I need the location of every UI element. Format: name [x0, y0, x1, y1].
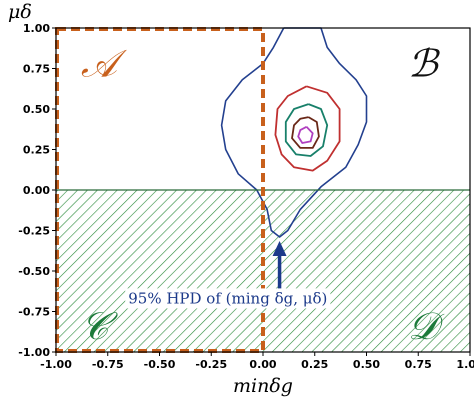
contour-lines: [220, 27, 368, 238]
y-tick-label: -0.50: [18, 265, 50, 278]
y-tick-label: -0.75: [18, 306, 50, 319]
region-a-dashed-box: [55, 27, 265, 353]
contour-line-5: [297, 126, 314, 144]
region-label-b: ℬ: [408, 42, 441, 86]
y-tick-label: 1.00: [23, 22, 50, 35]
x-tick-label: 1.00: [456, 358, 474, 371]
annotation-background: [125, 288, 331, 309]
x-tick-label: 0.00: [249, 358, 276, 371]
contour-line-3: [284, 103, 329, 157]
axis-ticks: -1.00 -0.75 -0.50 -0.25 0.00 0.25 0.50 0.75 1.00…: [18, 22, 474, 371]
x-tick-label: -1.00: [40, 358, 72, 371]
contour-line-4: [291, 116, 320, 149]
hpd-annotation: 95% HPD of (ming δg, μδ): [128, 289, 327, 307]
x-tick-label: 0.75: [405, 358, 432, 371]
x-tick-label: -0.25: [195, 358, 227, 371]
y-tick-label: -1.00: [18, 346, 50, 359]
y-tick-label: -0.25: [18, 225, 50, 238]
y-tick-label: 0.75: [23, 63, 50, 76]
x-tick-label: 0.50: [353, 358, 380, 371]
contour-line-1: [220, 27, 368, 238]
x-tick-label: -0.75: [92, 358, 124, 371]
annotation-arrow-head: [272, 240, 287, 256]
y-tick-label: 0.00: [23, 184, 50, 197]
region-label-a: 𝒜: [81, 42, 128, 86]
y-tick-label: 0.50: [23, 103, 50, 116]
y-tick-label: 0.25: [23, 144, 50, 157]
y-axis-label: μδ: [8, 1, 32, 23]
x-axis-label: minδg: [233, 375, 293, 397]
x-tick-label: -0.50: [144, 358, 176, 371]
x-tick-label: 0.25: [301, 358, 328, 371]
contour-line-2: [274, 85, 341, 172]
